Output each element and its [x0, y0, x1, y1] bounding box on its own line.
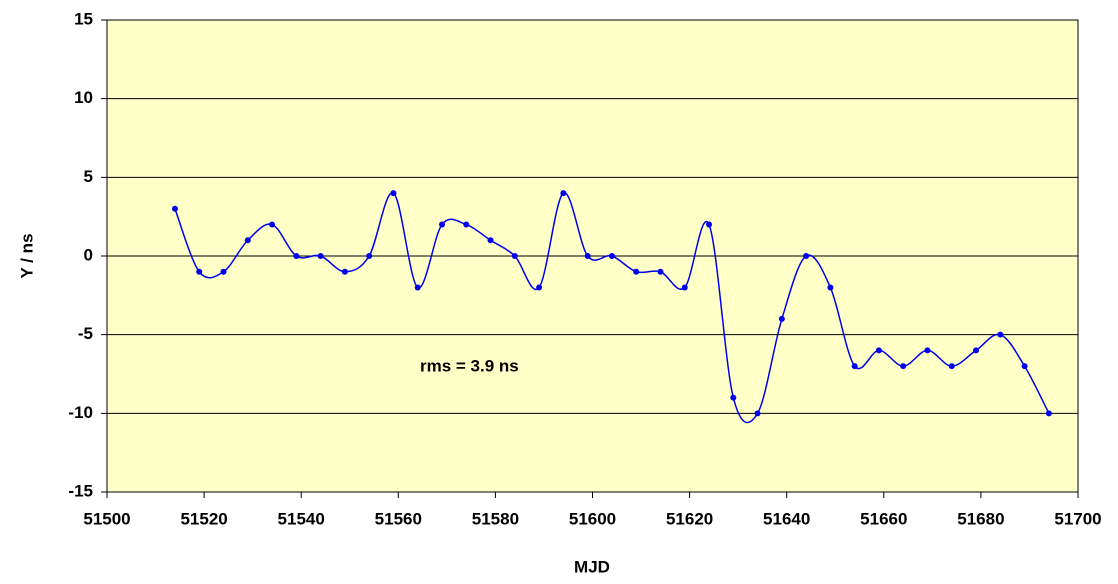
data-point [803, 253, 810, 259]
data-point [487, 237, 494, 244]
data-point [1021, 363, 1028, 370]
x-tick-label: 51500 [83, 509, 130, 528]
x-tick-label: 51620 [666, 509, 713, 528]
x-axis-label: MJD [574, 557, 610, 576]
x-tick-label: 51660 [860, 509, 907, 528]
x-tick-label: 51540 [278, 509, 325, 528]
data-point [584, 253, 591, 259]
data-point [851, 363, 858, 370]
data-point [900, 363, 907, 370]
data-point [754, 410, 761, 417]
data-point [341, 268, 348, 275]
x-tick-label: 51680 [957, 509, 1004, 528]
data-point [390, 190, 397, 197]
y-tick-label: 5 [84, 167, 93, 186]
y-tick-label: -10 [68, 403, 93, 422]
data-point [438, 221, 445, 228]
data-point [608, 253, 615, 259]
data-point [778, 315, 785, 322]
data-point [875, 347, 882, 354]
y-tick-label: 10 [74, 88, 93, 107]
x-tick-label: 51520 [180, 509, 227, 528]
x-tick-label: 51560 [375, 509, 422, 528]
y-tick-label: 15 [74, 9, 93, 28]
data-point [1045, 410, 1052, 417]
data-point [244, 237, 251, 244]
data-point [366, 253, 373, 259]
data-point [948, 363, 955, 370]
data-point [973, 347, 980, 354]
data-point [924, 347, 931, 354]
data-point [706, 221, 713, 228]
data-point [196, 268, 203, 275]
data-point [657, 268, 664, 275]
data-point [317, 253, 324, 259]
data-point [269, 221, 276, 228]
annotation: rms = 3.9 ns [420, 356, 519, 375]
data-point [997, 331, 1004, 338]
y-tick-label: -15 [68, 481, 93, 500]
x-tick-label: 51700 [1054, 509, 1101, 528]
x-tick-label: 51640 [763, 509, 810, 528]
data-point [171, 205, 178, 212]
y-tick-label: -5 [78, 324, 93, 343]
x-tick-label: 51600 [569, 509, 616, 528]
data-point [560, 190, 567, 197]
data-point [827, 284, 834, 291]
data-point [536, 284, 543, 291]
data-point [293, 253, 300, 259]
data-point [633, 268, 640, 275]
data-point [511, 253, 518, 259]
y-axis-label: Y / ns [17, 233, 36, 278]
x-tick-label: 51580 [472, 509, 519, 528]
data-point [414, 284, 421, 291]
y-tick-label: 0 [84, 245, 93, 264]
data-point [463, 221, 470, 228]
data-point [220, 268, 227, 275]
data-point [730, 394, 737, 401]
data-point [681, 284, 688, 291]
